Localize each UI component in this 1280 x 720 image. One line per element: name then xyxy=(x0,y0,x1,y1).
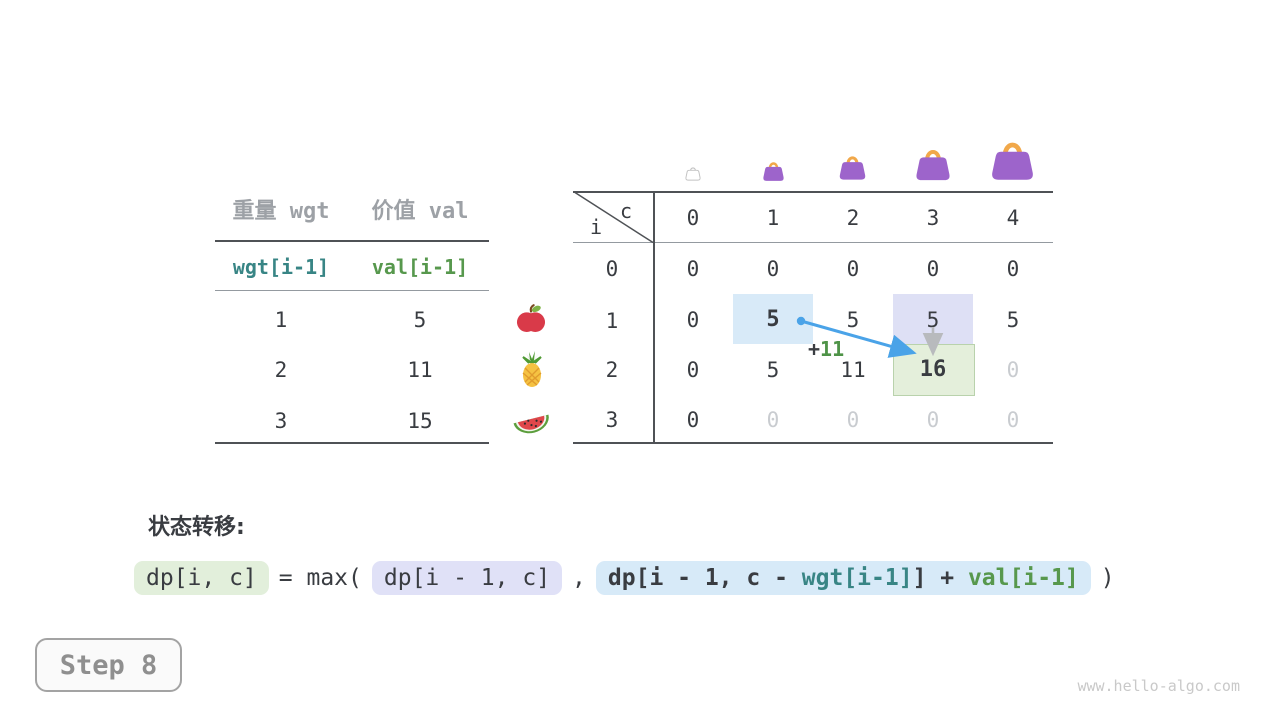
watermark: www.hello-algo.com xyxy=(1077,677,1240,695)
dp-cell-2-3: 16 xyxy=(919,357,947,382)
items-table-code-wgt: wgt[i-1] xyxy=(232,255,330,279)
dp-rule-bottom xyxy=(573,442,1053,444)
dp-cell-2-1: 5 xyxy=(766,358,780,382)
corner-diagonal-line xyxy=(574,191,654,244)
transition-add-label: +11 xyxy=(808,336,844,362)
dp-col-header: 1 xyxy=(766,206,780,230)
dp-col-header: 3 xyxy=(926,206,940,230)
item-weight: 3 xyxy=(274,409,288,433)
item-value: 11 xyxy=(407,358,433,382)
bag-icon xyxy=(838,151,867,185)
bag-icon xyxy=(762,158,785,186)
formula-arg2-chip: dp[i - 1, c - wgt[i-1]] + val[i-1] xyxy=(595,561,1091,595)
dp-rule-header xyxy=(573,242,1053,243)
dp-cell-0-3: 0 xyxy=(926,257,940,281)
state-transition-heading: 状态转移: xyxy=(148,515,245,540)
plus-sign: + xyxy=(808,337,821,361)
bag-outline-icon xyxy=(685,164,701,185)
pineapple-icon xyxy=(516,351,548,393)
formula-equals: = max( xyxy=(278,565,362,591)
item-value: 15 xyxy=(407,409,433,433)
items-table-rule-bottom xyxy=(215,442,489,444)
item-weight: 2 xyxy=(274,358,288,382)
dp-cell-0-1: 0 xyxy=(766,257,780,281)
dp-col-header: 2 xyxy=(846,206,860,230)
formula-close-paren: ) xyxy=(1100,565,1115,591)
dp-cell-1-0: 0 xyxy=(686,308,700,332)
state-transition-formula: dp[i, c] = max( dp[i - 1, c] , dp[i - 1,… xyxy=(134,561,1115,595)
dp-cell-3-1: 0 xyxy=(766,408,780,432)
dp-cell-3-4: 0 xyxy=(1006,408,1020,432)
dp-cell-2-0: 0 xyxy=(686,358,700,382)
dp-col-header: 0 xyxy=(686,206,700,230)
dp-col-header: 4 xyxy=(1006,206,1020,230)
dp-row-header: 1 xyxy=(605,309,619,333)
watermelon-icon xyxy=(509,403,553,441)
dp-cell-2-2: 11 xyxy=(840,358,866,382)
dp-cell-1-4: 5 xyxy=(1006,308,1020,332)
step-badge[interactable]: Step 8 xyxy=(35,638,182,692)
formula-comma: , xyxy=(572,565,586,591)
formula-arg1-chip: dp[i - 1, c] xyxy=(371,561,563,595)
dp-cell-2-4: 0 xyxy=(1006,358,1020,382)
corner-col-var: c xyxy=(620,199,633,223)
items-table-header-val: 价值 val xyxy=(371,199,469,224)
apple-icon xyxy=(514,302,548,340)
dp-cell-3-0: 0 xyxy=(686,408,700,432)
corner-row-var: i xyxy=(590,215,603,239)
items-table-rule-top xyxy=(215,240,489,242)
formula-lhs-chip: dp[i, c] xyxy=(134,561,269,595)
dp-cell-1-2: 5 xyxy=(846,308,860,332)
dp-cell-3-2: 0 xyxy=(846,408,860,432)
formula-arg2-wgt: wgt[i-1] xyxy=(801,565,913,591)
dp-cell-0-0: 0 xyxy=(686,257,700,281)
bag-icon xyxy=(914,143,952,186)
formula-arg2-val: val[i-1] xyxy=(967,565,1079,591)
item-value: 5 xyxy=(413,308,427,332)
bag-icon xyxy=(989,134,1036,186)
formula-arg2-dp: dp[i - 1, c - xyxy=(607,565,802,591)
dp-cell-1-1: 5 xyxy=(766,307,780,332)
dp-cell-1-3: 5 xyxy=(926,308,940,332)
dp-cell-0-2: 0 xyxy=(846,257,860,281)
dp-row-header: 3 xyxy=(605,408,619,432)
added-value: 11 xyxy=(820,337,845,361)
items-table-rule-mid xyxy=(215,290,489,291)
items-table-code-val: val[i-1] xyxy=(371,255,469,279)
dp-row-header: 0 xyxy=(605,257,619,281)
dp-rule-top xyxy=(573,191,1053,193)
item-weight: 1 xyxy=(274,308,288,332)
items-table-header-wgt: 重量 wgt xyxy=(232,199,330,224)
dp-cell-0-4: 0 xyxy=(1006,257,1020,281)
formula-arg2-plus: ] + xyxy=(912,565,968,591)
dp-rule-vertical xyxy=(653,191,655,444)
dp-cell-3-3: 0 xyxy=(926,408,940,432)
dp-row-header: 2 xyxy=(605,358,619,382)
